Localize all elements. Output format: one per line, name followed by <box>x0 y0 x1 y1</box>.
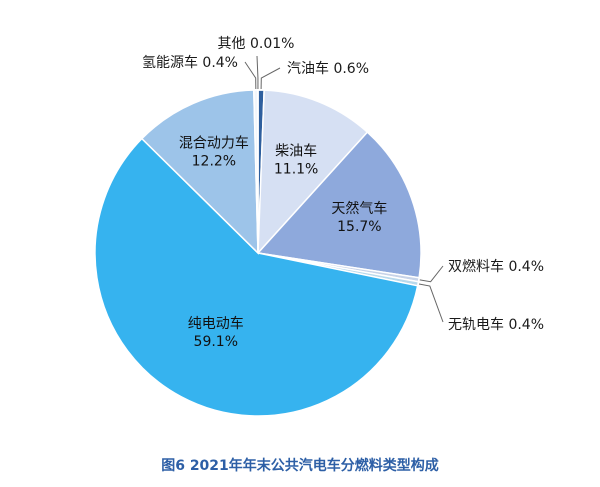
slice-label-0: 汽油车 0.6% <box>287 60 369 77</box>
slice-label-4: 无轨电车 0.4% <box>448 316 544 333</box>
slice-label-value-1: 11.1% <box>274 161 318 177</box>
slice-label-value-5: 59.1% <box>194 334 238 350</box>
leader-line-0 <box>260 67 281 90</box>
leader-line-7 <box>244 61 257 90</box>
pie-slice-6 <box>140 89 259 255</box>
leader-line-8 <box>256 55 259 90</box>
leader-line-3 <box>419 265 444 283</box>
pie-slices <box>94 89 422 417</box>
slice-label-7: 氢能源车 0.4% <box>142 54 238 71</box>
pie-slice-1 <box>257 89 369 256</box>
leader-lines <box>244 55 444 323</box>
slice-label-name-5: 纯电动车 <box>188 315 244 332</box>
pie-slice-2 <box>256 131 422 279</box>
slice-label-value-2: 15.7% <box>337 219 381 235</box>
pie-slice-5 <box>94 137 419 417</box>
figure-caption: 图6 2021年年末公共汽电车分燃料类型构成 <box>161 458 439 474</box>
slice-label-name-1: 柴油车 <box>275 142 317 159</box>
slice-label-3: 双燃料车 0.4% <box>448 258 544 275</box>
slice-labels: 柴油车 11.1% 天然气车 15.7% 纯电动车 59.1% 混合动力车 12.2% 汽油车 … <box>142 36 544 350</box>
slice-label-value-6: 12.2% <box>192 153 236 169</box>
slice-label-name-2: 天然气车 <box>331 200 387 217</box>
pie-chart: 柴油车 11.1% 天然气车 15.7% 纯电动车 59.1% 混合动力车 12.2% 汽油车 … <box>94 36 544 417</box>
leader-line-4 <box>418 283 444 323</box>
slice-label-name-6: 混合动力车 <box>179 134 249 151</box>
slice-label-8: 其他 0.01% <box>218 36 295 52</box>
